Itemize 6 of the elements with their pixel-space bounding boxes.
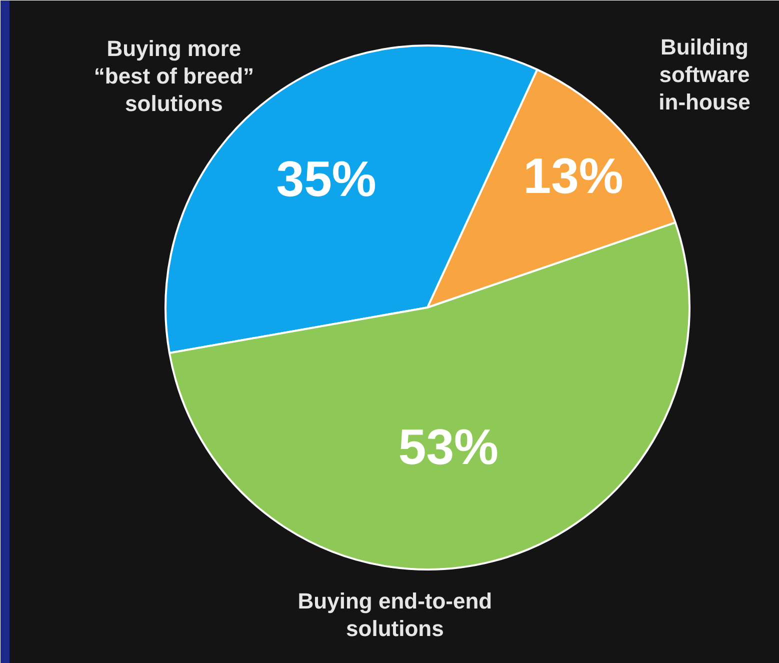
- slice-label: Buying more “best of breed” solutions: [94, 36, 254, 116]
- slice-label: Buying end-to-end solutions: [298, 588, 492, 642]
- data-label: 13%: [523, 148, 624, 204]
- slice-label: Building software in-house: [658, 34, 750, 115]
- data-label: 53%: [398, 419, 499, 476]
- data-label: 35%: [276, 150, 376, 207]
